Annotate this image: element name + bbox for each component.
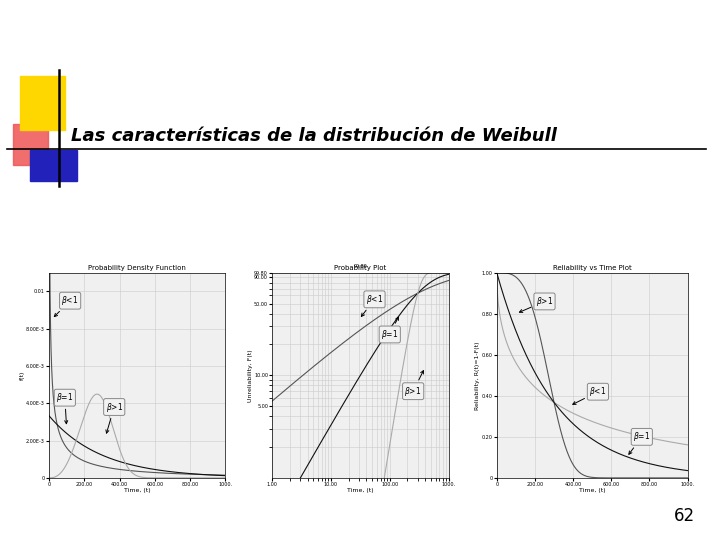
Text: $\beta$=1: $\beta$=1 — [381, 317, 398, 341]
Bar — [13, 124, 48, 165]
Text: $\beta$<1: $\beta$<1 — [361, 293, 383, 316]
Text: $\beta$=1: $\beta$=1 — [629, 430, 650, 454]
Text: Las características de la distribución de Weibull: Las características de la distribución d… — [71, 127, 557, 145]
Text: $\beta$<1: $\beta$<1 — [54, 294, 78, 316]
Text: $\beta$>1: $\beta$>1 — [106, 401, 123, 433]
Title: Probability Density Function: Probability Density Function — [89, 265, 186, 271]
Text: $\beta$<1: $\beta$<1 — [572, 385, 606, 404]
Title: Probability Plot: Probability Plot — [334, 265, 387, 271]
Text: $\beta$=1: $\beta$=1 — [56, 391, 73, 424]
Text: 99.80: 99.80 — [354, 264, 367, 268]
Y-axis label: Unreliability, F(t): Unreliability, F(t) — [248, 349, 253, 402]
Text: $\beta$>1: $\beta$>1 — [405, 370, 423, 397]
X-axis label: Time, (t): Time, (t) — [347, 489, 374, 494]
Title: Reliability vs Time Plot: Reliability vs Time Plot — [553, 265, 631, 271]
Y-axis label: f(t): f(t) — [19, 370, 24, 380]
Text: 62: 62 — [674, 507, 695, 525]
Bar — [30, 150, 77, 181]
X-axis label: Time, (t): Time, (t) — [124, 489, 150, 494]
X-axis label: Time, (t): Time, (t) — [579, 489, 606, 494]
Bar — [20, 76, 65, 130]
Text: $\beta$>1: $\beta$>1 — [519, 295, 553, 313]
Y-axis label: Reliability, R(t)=1-F(t): Reliability, R(t)=1-F(t) — [475, 341, 480, 409]
